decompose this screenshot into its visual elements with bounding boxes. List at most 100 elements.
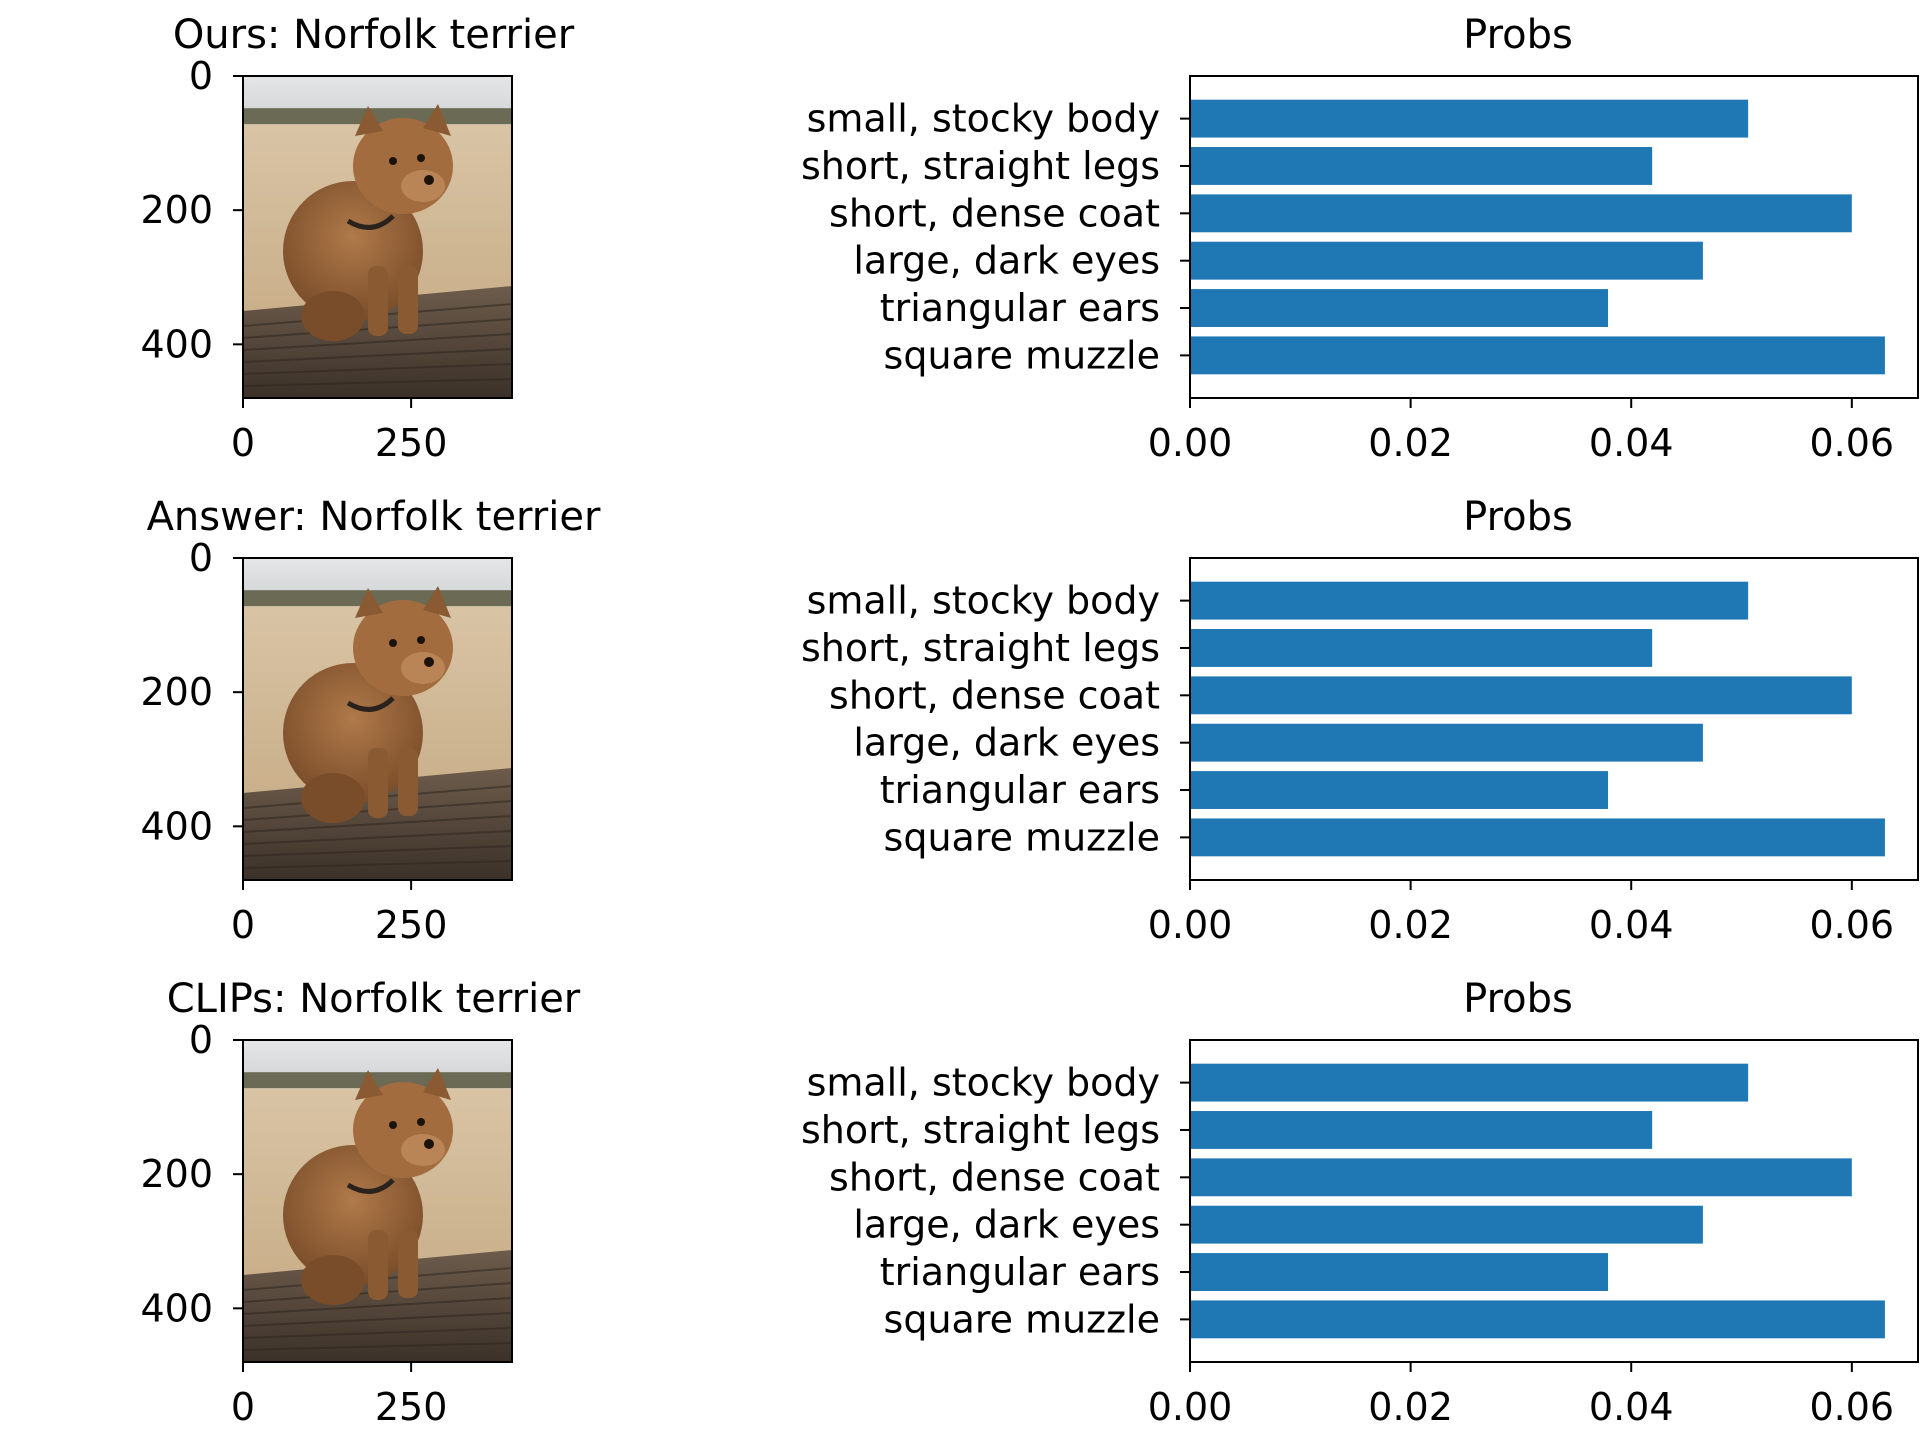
dog-eye xyxy=(417,154,425,162)
dog-eye xyxy=(417,636,425,644)
y-tick-label: 200 xyxy=(140,1152,213,1196)
dog-collar xyxy=(346,696,395,712)
y-tick-label: 200 xyxy=(140,670,213,714)
dog-eye xyxy=(389,639,397,647)
dog-collar xyxy=(346,1178,395,1194)
brick-line xyxy=(242,845,513,857)
image-frame xyxy=(242,557,513,881)
x-tick-label: 250 xyxy=(375,421,448,465)
dog-muzzle xyxy=(401,1134,445,1166)
dog-eye xyxy=(417,1118,425,1126)
x-tick-label: 0.06 xyxy=(1810,421,1895,465)
brick-line xyxy=(242,815,513,833)
brick-line xyxy=(242,348,513,363)
bar xyxy=(1190,147,1653,185)
brick-line xyxy=(242,1342,513,1351)
dog-nose xyxy=(424,657,434,667)
y-tick-label: 200 xyxy=(140,188,213,232)
bar xyxy=(1190,99,1749,138)
category-label: triangular ears xyxy=(880,286,1160,330)
brick-line xyxy=(242,378,513,387)
norfolk-terrier-photo xyxy=(242,558,513,880)
x-tick-label: 0.06 xyxy=(1810,903,1895,947)
category-label: large, dark eyes xyxy=(853,721,1160,765)
brick-line xyxy=(242,860,513,869)
dog-haunch xyxy=(301,1255,365,1305)
category-label: short, dense coat xyxy=(829,1155,1160,1199)
dog-leg xyxy=(368,266,388,336)
category-label: short, dense coat xyxy=(829,191,1160,235)
plot-frame xyxy=(1189,75,1919,399)
category-label: square muzzle xyxy=(884,1297,1160,1341)
dog-collar xyxy=(346,214,395,230)
y-tick-label: 0 xyxy=(189,54,213,98)
x-tick-label: 0.00 xyxy=(1148,421,1233,465)
y-tick-label: 0 xyxy=(189,536,213,580)
y-tick-label: 400 xyxy=(140,1286,213,1330)
norfolk-terrier-photo xyxy=(242,1040,513,1362)
x-tick-label: 0.04 xyxy=(1589,421,1674,465)
image-panel-title: CLIPs: Norfolk terrier xyxy=(167,976,581,1022)
dog-leg xyxy=(398,748,418,816)
bar xyxy=(1190,771,1609,809)
category-label: small, stocky body xyxy=(807,97,1160,141)
dog-leg xyxy=(398,266,418,334)
category-label: short, straight legs xyxy=(801,1108,1160,1152)
x-tick-label: 0.02 xyxy=(1368,1385,1453,1429)
x-tick-label: 0.02 xyxy=(1368,421,1453,465)
dog-leg xyxy=(368,1230,388,1300)
bar xyxy=(1190,629,1653,667)
x-tick-label: 0 xyxy=(231,903,255,947)
bar-panel-title: Probs xyxy=(1463,12,1573,58)
bar-panel-title: Probs xyxy=(1463,976,1573,1022)
x-tick-label: 0 xyxy=(231,1385,255,1429)
category-label: square muzzle xyxy=(884,333,1160,377)
image-frame xyxy=(242,75,513,399)
bar xyxy=(1190,581,1749,620)
dog-eye xyxy=(389,157,397,165)
category-label: large, dark eyes xyxy=(853,1203,1160,1247)
dog-nose xyxy=(424,175,434,185)
bar xyxy=(1190,1111,1653,1149)
dog-ear xyxy=(355,588,383,618)
category-label: large, dark eyes xyxy=(853,239,1160,283)
dog-leg xyxy=(368,748,388,818)
dog-haunch xyxy=(301,291,365,341)
plot-frame xyxy=(1189,1039,1919,1363)
category-label: triangular ears xyxy=(880,1250,1160,1294)
bar xyxy=(1190,676,1852,715)
image-panel-title: Ours: Norfolk terrier xyxy=(173,12,575,58)
dog-leg xyxy=(398,1230,418,1298)
category-label: small, stocky body xyxy=(807,1061,1160,1105)
dog-ear xyxy=(423,586,451,618)
dog-eye xyxy=(389,1121,397,1129)
bar xyxy=(1190,289,1609,327)
dog-muzzle xyxy=(401,652,445,684)
category-label: short, straight legs xyxy=(801,144,1160,188)
bar xyxy=(1190,336,1885,375)
x-tick-label: 0.06 xyxy=(1810,1385,1895,1429)
dog-ear xyxy=(355,106,383,136)
dog-ear xyxy=(423,104,451,136)
category-label: short, dense coat xyxy=(829,673,1160,717)
category-label: short, straight legs xyxy=(801,626,1160,670)
brick-line xyxy=(242,363,513,375)
bar xyxy=(1190,1300,1885,1339)
dog-haunch xyxy=(301,773,365,823)
plot-frame xyxy=(1189,557,1919,881)
category-label: square muzzle xyxy=(884,815,1160,859)
x-tick-label: 0.00 xyxy=(1148,1385,1233,1429)
bar xyxy=(1190,1205,1703,1244)
x-tick-label: 0.04 xyxy=(1589,1385,1674,1429)
y-tick-label: 400 xyxy=(140,322,213,366)
norfolk-terrier-photo xyxy=(242,76,513,398)
brick-line xyxy=(242,1312,513,1327)
x-tick-label: 0.04 xyxy=(1589,903,1674,947)
dog-muzzle xyxy=(401,170,445,202)
brick-line xyxy=(242,333,513,351)
image-frame xyxy=(242,1039,513,1363)
